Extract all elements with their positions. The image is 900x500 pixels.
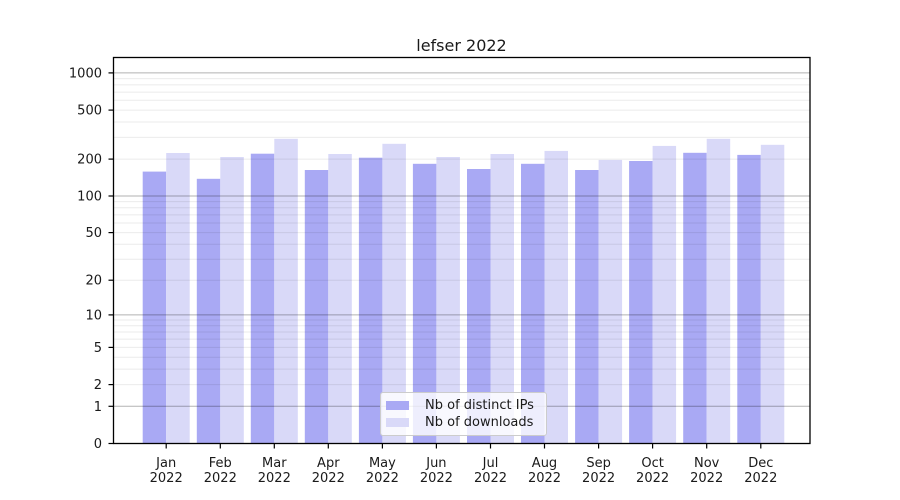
x-tick-label-apr: Apr bbox=[317, 456, 340, 471]
x-tick-year-jul: 2022 bbox=[474, 471, 507, 486]
bar-downloads-jan bbox=[166, 153, 190, 444]
bar-ips-mar bbox=[250, 153, 275, 444]
legend-item-downloads: Nb of downloads bbox=[386, 415, 538, 430]
x-tick-label-feb: Feb bbox=[209, 456, 232, 471]
bar-ips-nov bbox=[683, 152, 707, 444]
x-tick-label-aug: Aug bbox=[532, 456, 557, 471]
x-tick-year-mar: 2022 bbox=[258, 471, 291, 486]
x-tick-year-dec: 2022 bbox=[744, 471, 777, 486]
bar-ips-jan bbox=[142, 171, 167, 444]
bar-ips-oct bbox=[629, 161, 653, 444]
y-tick-label-50: 50 bbox=[85, 226, 102, 241]
bar-ips-jun bbox=[412, 163, 437, 444]
y-tick-label-100: 100 bbox=[77, 190, 102, 205]
bar-downloads-jul bbox=[490, 154, 514, 444]
bar-ips-may bbox=[358, 157, 383, 444]
axes-group bbox=[108, 56, 811, 449]
y-tick-label-10: 10 bbox=[85, 308, 102, 323]
x-tick-year-sep: 2022 bbox=[582, 471, 615, 486]
bar-downloads-feb bbox=[220, 157, 244, 444]
axis-labels-group: 01251020501002005001000Jan2022Feb2022Mar… bbox=[69, 66, 777, 486]
x-tick-year-aug: 2022 bbox=[528, 471, 561, 486]
bar-ips-sep bbox=[575, 170, 599, 444]
x-tick-year-may: 2022 bbox=[366, 471, 399, 486]
x-tick-label-nov: Nov bbox=[694, 456, 720, 471]
legend-label-downloads: Nb of downloads bbox=[425, 415, 534, 431]
x-tick-year-jan: 2022 bbox=[150, 471, 183, 486]
x-tick-year-feb: 2022 bbox=[204, 471, 237, 486]
x-tick-year-apr: 2022 bbox=[312, 471, 345, 486]
y-tick-label-200: 200 bbox=[77, 153, 102, 168]
plot-border bbox=[112, 56, 811, 445]
bar-ips-aug bbox=[521, 163, 545, 444]
x-tick-year-oct: 2022 bbox=[636, 471, 669, 486]
legend-label-distinct-ips: Nb of distinct IPs bbox=[425, 397, 534, 413]
y-tick-label-1000: 1000 bbox=[69, 66, 102, 81]
bar-ips-jul bbox=[467, 169, 491, 444]
x-tick-year-nov: 2022 bbox=[690, 471, 723, 486]
y-tick-label-2: 2 bbox=[94, 378, 102, 393]
bar-downloads-mar bbox=[274, 138, 298, 444]
legend-swatch-distinct-ips bbox=[386, 400, 409, 410]
bar-downloads-dec bbox=[760, 144, 785, 444]
bar-downloads-nov bbox=[706, 138, 731, 444]
x-tick-label-sep: Sep bbox=[586, 456, 611, 471]
bar-ips-dec bbox=[737, 154, 761, 444]
bar-downloads-sep bbox=[598, 159, 623, 444]
bar-downloads-apr bbox=[328, 154, 352, 444]
x-tick-label-jan: Jan bbox=[155, 456, 176, 471]
y-tick-label-5: 5 bbox=[94, 341, 102, 356]
x-tick-label-oct: Oct bbox=[641, 456, 663, 471]
y-tick-label-500: 500 bbox=[77, 104, 102, 119]
x-tick-label-jul: Jul bbox=[482, 456, 499, 471]
legend: Nb of distinct IPs Nb of downloads bbox=[380, 392, 547, 436]
x-tick-label-jun: Jun bbox=[425, 456, 446, 471]
y-tick-label-20: 20 bbox=[85, 274, 102, 289]
legend-item-distinct-ips: Nb of distinct IPs bbox=[386, 398, 538, 413]
bar-ips-apr bbox=[304, 170, 329, 444]
bar-downloads-jun bbox=[436, 157, 460, 444]
x-tick-label-mar: Mar bbox=[262, 456, 287, 471]
x-tick-year-jun: 2022 bbox=[420, 471, 453, 486]
gridlines-group bbox=[113, 72, 810, 407]
bar-downloads-aug bbox=[544, 150, 568, 444]
bar-downloads-may bbox=[382, 143, 406, 444]
y-tick-label-1: 1 bbox=[94, 400, 102, 415]
bar-ips-feb bbox=[196, 178, 221, 444]
bars-group bbox=[142, 138, 785, 444]
x-tick-label-may: May bbox=[369, 456, 396, 471]
chart-title: lefser 2022 bbox=[416, 36, 507, 55]
bar-downloads-oct bbox=[652, 145, 677, 444]
x-tick-label-dec: Dec bbox=[748, 456, 773, 471]
y-tick-label-0: 0 bbox=[94, 437, 102, 452]
legend-swatch-downloads bbox=[386, 418, 409, 428]
